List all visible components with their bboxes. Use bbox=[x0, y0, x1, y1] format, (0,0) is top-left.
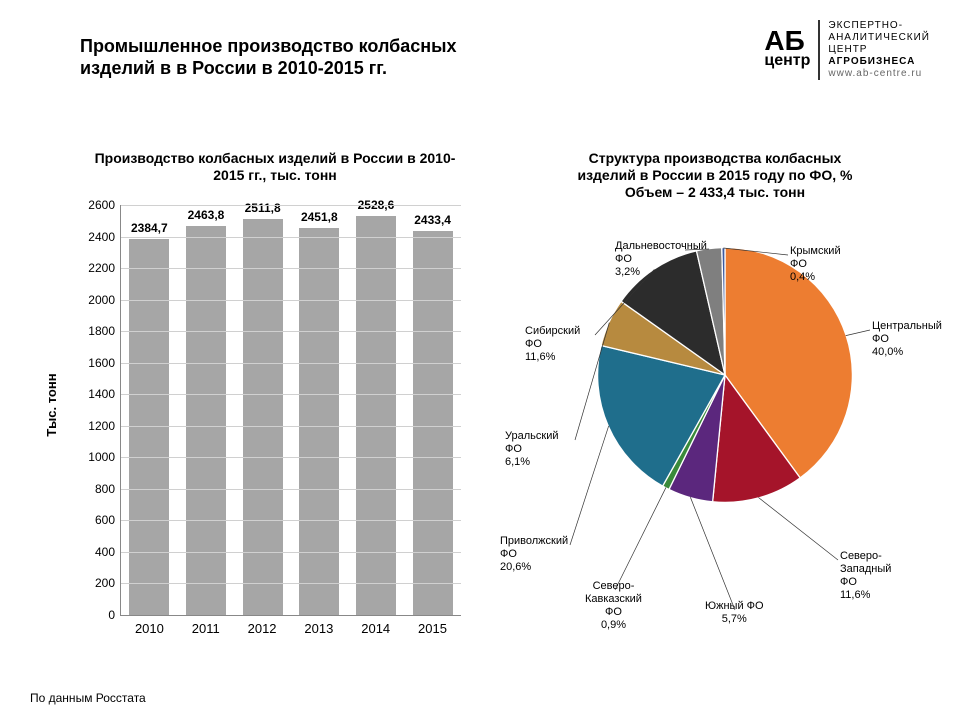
logo-line2: АНАЛИТИЧЕСКИЙ bbox=[828, 32, 930, 44]
y-tick: 1000 bbox=[88, 450, 121, 464]
x-tick: 2013 bbox=[304, 621, 333, 636]
pie-slice-label: УральскийФО6,1% bbox=[505, 430, 558, 469]
bar-rect bbox=[413, 231, 453, 615]
y-tick: 1600 bbox=[88, 356, 121, 370]
bar-rect bbox=[356, 216, 396, 615]
y-tick: 200 bbox=[95, 576, 121, 590]
pie-slice-label: КрымскийФО0,4% bbox=[790, 245, 841, 284]
logo-line4: АГРОБИЗНЕСА bbox=[828, 56, 930, 68]
y-tick: 2200 bbox=[88, 261, 121, 275]
y-tick: 2600 bbox=[88, 198, 121, 212]
x-tick: 2014 bbox=[361, 621, 390, 636]
y-tick: 0 bbox=[108, 608, 121, 622]
y-axis-label: Тыс. тонн bbox=[44, 373, 59, 436]
pie-slice-label: Северо-ЗападныйФО11,6% bbox=[840, 550, 891, 602]
y-tick: 400 bbox=[95, 545, 121, 559]
bar-rect bbox=[186, 226, 226, 615]
x-tick: 2012 bbox=[248, 621, 277, 636]
pie-slice-label: ПриволжскийФО20,6% bbox=[500, 535, 568, 574]
bar-rect bbox=[243, 219, 283, 615]
bar: 2451,8 bbox=[291, 210, 348, 615]
y-tick: 800 bbox=[95, 482, 121, 496]
y-tick: 2400 bbox=[88, 230, 121, 244]
bar-chart: Производство колбасных изделий в России … bbox=[30, 150, 470, 660]
bar-value-label: 2433,4 bbox=[414, 213, 451, 227]
pie-slice-label: Южный ФО5,7% bbox=[705, 600, 764, 626]
y-tick: 600 bbox=[95, 513, 121, 527]
y-tick: 2000 bbox=[88, 293, 121, 307]
bar-value-label: 2451,8 bbox=[301, 210, 338, 224]
logo-url: www.ab-centre.ru bbox=[828, 68, 930, 80]
bar-rect bbox=[129, 239, 169, 615]
x-tick: 2010 bbox=[135, 621, 164, 636]
footer-source: По данным Росстата bbox=[30, 691, 146, 705]
logo-line3: ЦЕНТР bbox=[828, 44, 930, 56]
pie-chart: Структура производства колбасных изделий… bbox=[490, 150, 940, 670]
bar-value-label: 2511,8 bbox=[245, 201, 281, 215]
pie-slice-label: ЦентральныйФО40,0% bbox=[872, 320, 942, 359]
bar-plot-area: 2384,72463,82511,82451,82528,62433,4 201… bbox=[120, 205, 461, 616]
logo-centre: центр bbox=[764, 52, 810, 70]
logo-line1: ЭКСПЕРТНО- bbox=[828, 20, 930, 32]
bar: 2433,4 bbox=[404, 213, 461, 615]
bar-rect bbox=[299, 228, 339, 615]
y-tick: 1400 bbox=[88, 387, 121, 401]
x-labels: 2010 2011 2012 2013 2014 2015 bbox=[121, 615, 461, 636]
bar: 2463,8 bbox=[178, 208, 235, 615]
y-tick: 1200 bbox=[88, 419, 121, 433]
logo: АБ центр ЭКСПЕРТНО- АНАЛИТИЧЕСКИЙ ЦЕНТР … bbox=[764, 20, 930, 80]
pie-slice-label: СибирскийФО11,6% bbox=[525, 325, 580, 364]
bar-value-label: 2463,8 bbox=[188, 208, 225, 222]
pie-chart-title: Структура производства колбасных изделий… bbox=[510, 150, 920, 201]
logo-ab: АБ bbox=[764, 30, 810, 52]
x-tick: 2015 bbox=[418, 621, 447, 636]
y-tick: 1800 bbox=[88, 324, 121, 338]
pie-svg bbox=[595, 245, 855, 505]
bar-chart-title: Производство колбасных изделий в России … bbox=[90, 150, 460, 184]
pie-slice-label: ДальневосточныйФО3,2% bbox=[615, 240, 707, 279]
bars-container: 2384,72463,82511,82451,82528,62433,4 bbox=[121, 205, 461, 615]
x-tick: 2011 bbox=[192, 621, 220, 636]
page-title: Промышленное производство колбасных изде… bbox=[80, 35, 510, 79]
pie-slice-label: Северо-КавказскийФО0,9% bbox=[585, 580, 642, 632]
bar: 2384,7 bbox=[121, 221, 178, 615]
bar-value-label: 2384,7 bbox=[131, 221, 168, 235]
